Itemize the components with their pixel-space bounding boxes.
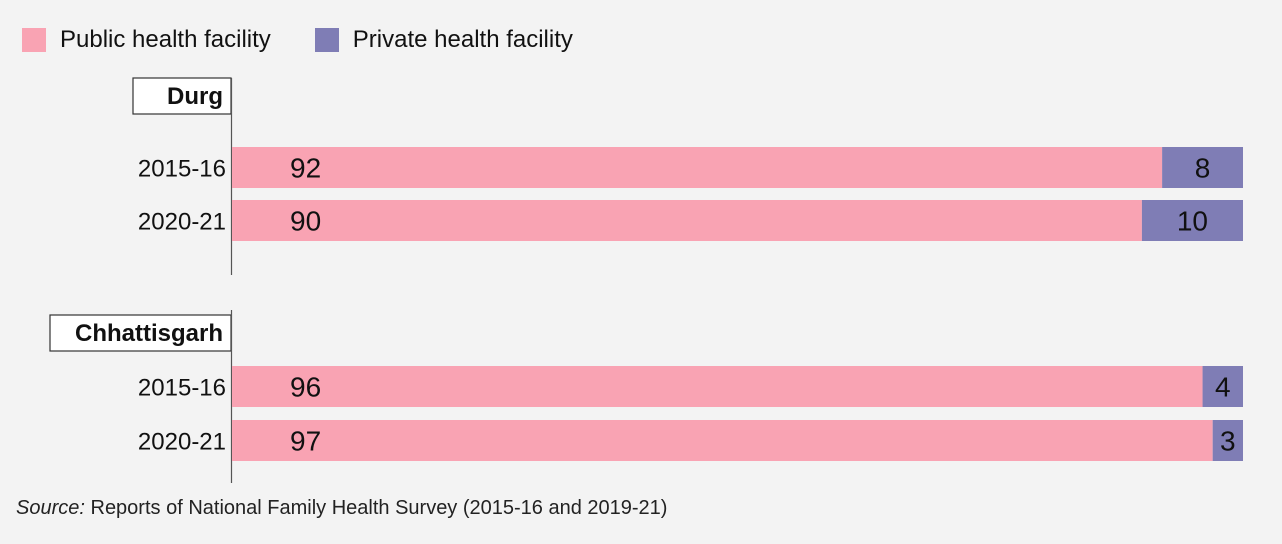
group-label-box-durg bbox=[132, 77, 232, 115]
data-label-chhattisgarh-2015-16-public-health-facility: 96 bbox=[290, 372, 321, 403]
bar-durg-2020-21-public-health-facility bbox=[232, 200, 1142, 241]
data-label-durg-2015-16-public-health-facility: 92 bbox=[290, 153, 321, 184]
bar-durg-2015-16-private-health-facility bbox=[1162, 147, 1243, 188]
legend-swatch-public bbox=[22, 28, 46, 52]
category-label-durg-2015-16: 2015-16 bbox=[138, 156, 226, 183]
group-label-box-chhattisgarh bbox=[49, 314, 232, 352]
data-label-chhattisgarh-2015-16-private-health-facility: 4 bbox=[1215, 372, 1231, 403]
legend-item-public: Public health facility bbox=[22, 26, 271, 54]
category-label-durg-2020-21: 2020-21 bbox=[138, 209, 226, 236]
bar-chhattisgarh-2015-16-public-health-facility bbox=[232, 366, 1203, 407]
bar-chhattisgarh-2015-16-private-health-facility bbox=[1202, 366, 1243, 407]
legend-item-private: Private health facility bbox=[314, 26, 573, 54]
legend-label-private: Private health facility bbox=[352, 26, 573, 53]
chart-legend: Public health facility Private health fa… bbox=[22, 26, 617, 54]
group-label-chhattisgarh: Chhattisgarh bbox=[75, 320, 223, 347]
data-label-durg-2020-21-private-health-facility: 10 bbox=[1177, 206, 1208, 237]
group-label-durg: Durg bbox=[167, 83, 223, 110]
bar-durg-2020-21-private-health-facility bbox=[1141, 200, 1243, 241]
category-label-chhattisgarh-2020-21: 2020-21 bbox=[138, 429, 226, 456]
bar-durg-2015-16-public-health-facility bbox=[232, 147, 1163, 188]
source-prefix: Source: bbox=[16, 497, 85, 519]
source-note: Source: Reports of National Family Healt… bbox=[16, 497, 667, 520]
source-text: Reports of National Family Health Survey… bbox=[84, 497, 668, 519]
data-label-chhattisgarh-2020-21-private-health-facility: 3 bbox=[1220, 426, 1236, 457]
data-label-durg-2020-21-public-health-facility: 90 bbox=[290, 206, 321, 237]
data-label-durg-2015-16-private-health-facility: 8 bbox=[1195, 153, 1211, 184]
category-label-chhattisgarh-2015-16: 2015-16 bbox=[138, 375, 226, 402]
legend-label-public: Public health facility bbox=[60, 26, 271, 53]
bar-chhattisgarh-2020-21-private-health-facility bbox=[1212, 420, 1243, 461]
legend-swatch-private bbox=[314, 28, 339, 52]
data-label-chhattisgarh-2020-21-public-health-facility: 97 bbox=[290, 426, 321, 457]
bar-chhattisgarh-2020-21-public-health-facility bbox=[232, 420, 1213, 461]
